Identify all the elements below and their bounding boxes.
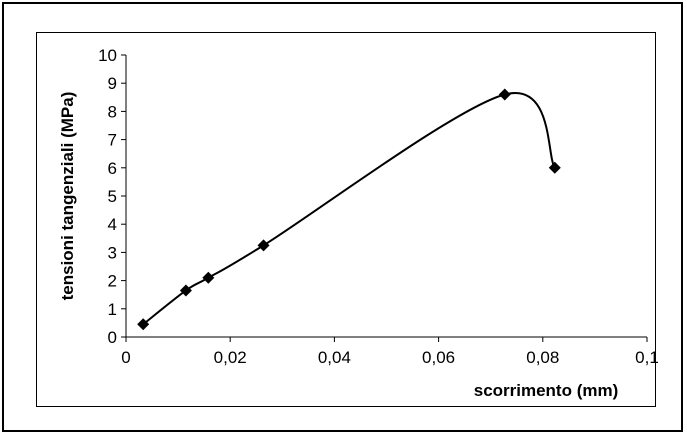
y-tick-label: 6 (108, 159, 117, 178)
data-point (548, 161, 561, 174)
y-tick-label: 0 (108, 328, 117, 347)
x-tick-label: 0,02 (214, 348, 247, 367)
series-group (137, 88, 561, 331)
x-tick-label: 0,04 (318, 348, 351, 367)
data-point (498, 88, 511, 101)
y-tick-label: 1 (108, 300, 117, 319)
y-tick-label: 2 (108, 272, 117, 291)
y-tick-label: 7 (108, 131, 117, 150)
x-tick-label: 0 (121, 348, 130, 367)
y-tick-label: 4 (108, 215, 117, 234)
y-tick-label: 3 (108, 243, 117, 262)
series-line (142, 91, 556, 326)
data-point (179, 284, 192, 297)
y-tick-label: 9 (108, 74, 117, 93)
x-tick-label: 0,08 (526, 348, 559, 367)
y-tick-label: 5 (108, 187, 117, 206)
data-point (202, 271, 215, 284)
x-axis-title: scorrimento (mm) (474, 381, 619, 400)
chart-area (2, 2, 683, 432)
x-tick-label: 0,06 (422, 348, 455, 367)
axes (125, 55, 647, 338)
y-axis-title: tensioni tangenziali (MPa) (58, 92, 77, 301)
y-tick-label: 8 (108, 102, 117, 121)
x-tick-label: 0,1 (635, 348, 659, 367)
data-point (137, 318, 150, 331)
inner-frame (36, 32, 656, 407)
ticks: 0 1 2 3 4 5 6 7 8 9 10 0 0,02 0,04 0,06 0,08 0,1 (98, 46, 659, 367)
data-point (257, 239, 270, 252)
y-tick-label: 10 (98, 46, 117, 65)
